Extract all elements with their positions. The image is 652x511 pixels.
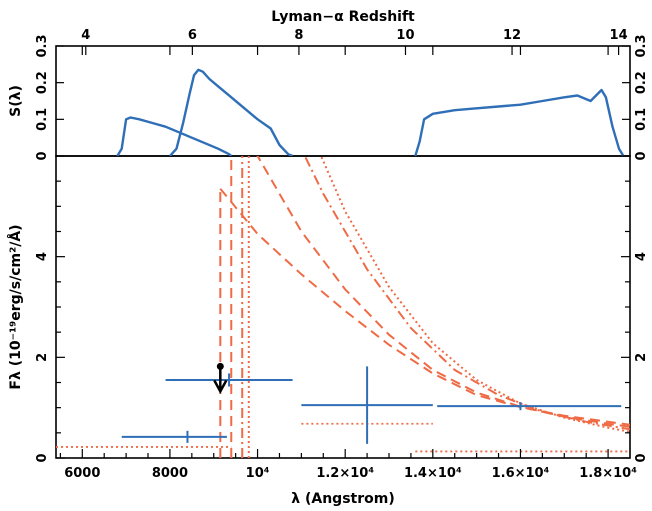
model-curve — [219, 188, 630, 426]
filter-curve — [169, 68, 294, 156]
y-tick-label-right: 2 — [634, 353, 649, 362]
y-tick-label: 0 — [35, 453, 50, 462]
x-tick-label: 1.4×10⁴ — [404, 466, 462, 481]
top-panel — [116, 68, 625, 156]
x-tick-label: 1.2×10⁴ — [316, 466, 374, 481]
top-y-axis-title: S(λ) — [8, 85, 24, 117]
x-axis-title: λ (Angstrom) — [291, 491, 395, 507]
redshift-tick-label: 6 — [188, 28, 197, 43]
y-tick-label-right: 0 — [634, 453, 649, 462]
x-tick-label: 1.6×10⁴ — [492, 466, 550, 481]
redshift-tick-label: 14 — [610, 28, 628, 43]
y-tick-label: 2 — [35, 353, 50, 362]
model-curve — [319, 156, 630, 433]
top-y-tick-label-right: 0.2 — [634, 71, 649, 94]
bottom-panel — [56, 156, 630, 458]
redshift-tick-label: 4 — [81, 28, 90, 43]
top-y-tick-label: 0 — [35, 151, 50, 160]
upper-limit-arrow-head — [213, 379, 228, 395]
x-tick-label: 1.8×10⁴ — [579, 466, 637, 481]
filter-curve — [414, 88, 625, 156]
filter-curve — [116, 116, 233, 156]
y-tick-label-right: 4 — [634, 252, 649, 261]
x-tick-label: 8000 — [152, 466, 188, 481]
y-tick-label: 4 — [35, 252, 50, 261]
top-y-tick-label-right: 0.3 — [634, 34, 649, 57]
x-tick-label: 6000 — [64, 466, 100, 481]
redshift-tick-label: 12 — [503, 28, 521, 43]
top-axis-title: Lyman−α Redshift — [271, 9, 415, 25]
top-y-tick-label-right: 0 — [634, 151, 649, 160]
x-tick-label: 10⁴ — [246, 466, 270, 481]
model-curve — [303, 156, 630, 431]
bottom-y-axis-title: Fλ (10⁻¹⁹erg/s/cm²/Å) — [7, 224, 24, 389]
top-y-tick-label-right: 0.1 — [634, 108, 649, 131]
model-curve — [256, 156, 630, 428]
redshift-tick-label: 8 — [294, 28, 303, 43]
top-y-tick-label: 0.2 — [35, 71, 50, 94]
top-y-tick-label: 0.3 — [35, 34, 50, 57]
top-y-tick-label: 0.1 — [35, 108, 50, 131]
redshift-tick-label: 10 — [396, 28, 414, 43]
